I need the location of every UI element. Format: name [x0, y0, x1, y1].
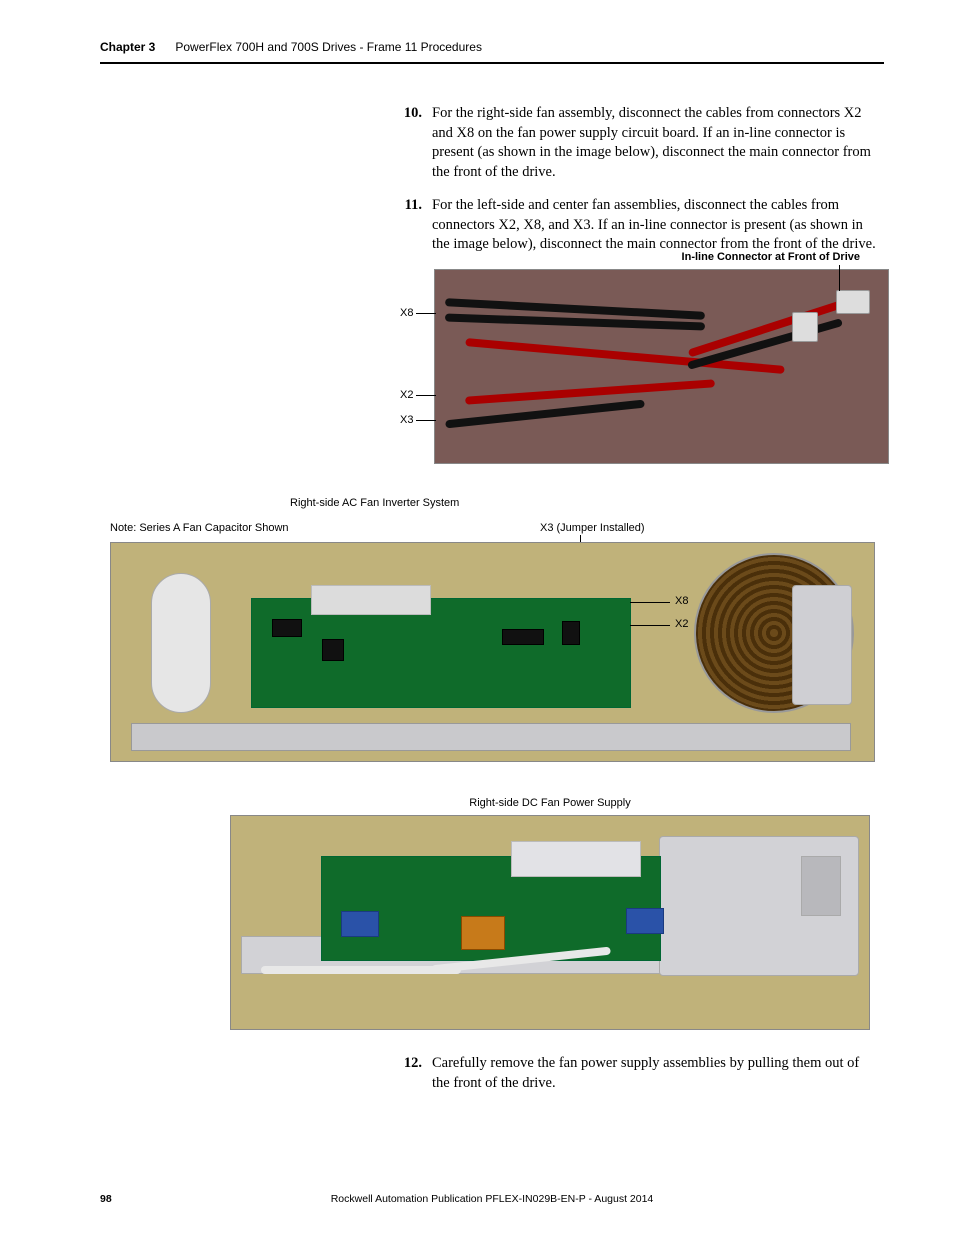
- figure-ac-fan-inverter: Right-side AC Fan Inverter System Note: …: [110, 497, 880, 767]
- figure-dc-fan-power-supply: Right-side DC Fan Power Supply: [230, 797, 870, 1030]
- component-blue: [341, 911, 379, 937]
- cable-red: [465, 379, 715, 404]
- motor-endcap: [792, 585, 852, 705]
- running-header: Chapter 3 PowerFlex 700H and 700S Drives…: [100, 40, 884, 64]
- chip: [272, 619, 302, 637]
- chapter-title: PowerFlex 700H and 700S Drives - Frame 1…: [175, 40, 482, 54]
- inline-connector: [836, 290, 870, 314]
- chapter-label: Chapter 3: [100, 40, 155, 54]
- step-list-cont: 12. Carefully remove the fan power suppl…: [400, 1054, 880, 1093]
- step-number: 11.: [400, 196, 432, 255]
- chip: [322, 639, 344, 661]
- inline-connector-label: In-line Connector at Front of Drive: [682, 251, 860, 263]
- footer: 98 Rockwell Automation Publication PFLEX…: [100, 1193, 884, 1205]
- leader-line: [839, 265, 840, 291]
- dc-power-supply-photo: [230, 815, 870, 1030]
- step-10: 10. For the right-side fan assembly, dis…: [400, 104, 880, 182]
- fan-motor: [694, 553, 854, 713]
- chip: [562, 621, 580, 645]
- component-blue: [626, 908, 664, 934]
- leader-line: [416, 313, 436, 314]
- chip: [502, 629, 544, 645]
- circuit-board: [251, 598, 631, 708]
- step-text: Carefully remove the fan power supply as…: [432, 1054, 880, 1093]
- step-text: For the right-side fan assembly, disconn…: [432, 104, 880, 182]
- label-x3: X3: [400, 414, 413, 426]
- leader-line: [416, 420, 436, 421]
- fig3-title: Right-side DC Fan Power Supply: [230, 797, 870, 809]
- step-text: For the left-side and center fan assembl…: [432, 196, 880, 255]
- figure-inline-connector: In-line Connector at Front of Drive X8 X…: [400, 269, 880, 479]
- step-11: 11. For the left-side and center fan ass…: [400, 196, 880, 255]
- fig2-title: Right-side AC Fan Inverter System: [290, 497, 459, 509]
- leader-line: [630, 602, 670, 603]
- heatsink: [511, 841, 641, 877]
- bracket-notch: [801, 856, 841, 916]
- leader-line: [630, 625, 670, 626]
- fig2-x3-label: X3 (Jumper Installed): [540, 522, 645, 534]
- mount-base: [131, 723, 851, 751]
- label-x2: X2: [675, 618, 688, 630]
- capacitor: [151, 573, 211, 713]
- step-12: 12. Carefully remove the fan power suppl…: [400, 1054, 880, 1093]
- step-number: 10.: [400, 104, 432, 182]
- leader-line: [416, 395, 436, 396]
- transformer-coil: [461, 916, 505, 950]
- step-list: 10. For the right-side fan assembly, dis…: [400, 104, 880, 255]
- label-x2: X2: [400, 389, 413, 401]
- step-number: 12.: [400, 1054, 432, 1093]
- cable-photo: [434, 269, 889, 464]
- label-x8: X8: [400, 307, 413, 319]
- heatsink: [311, 585, 431, 615]
- page-number: 98: [100, 1193, 112, 1205]
- fig2-note: Note: Series A Fan Capacitor Shown: [110, 522, 289, 534]
- label-x8: X8: [675, 595, 688, 607]
- connector: [792, 312, 818, 342]
- publication-id: Rockwell Automation Publication PFLEX-IN…: [331, 1193, 654, 1205]
- ac-inverter-photo: [110, 542, 875, 762]
